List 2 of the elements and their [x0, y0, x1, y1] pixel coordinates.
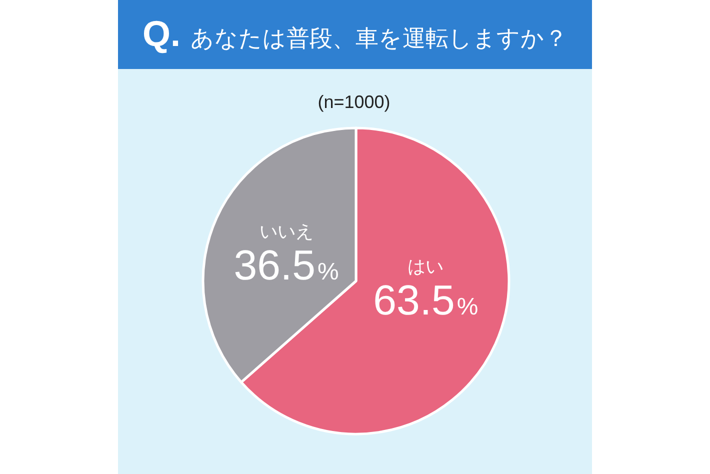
subtitle: (n=1000) [318, 92, 390, 112]
title: Q. あなたは普段、車を運転しますか？ [142, 13, 568, 54]
